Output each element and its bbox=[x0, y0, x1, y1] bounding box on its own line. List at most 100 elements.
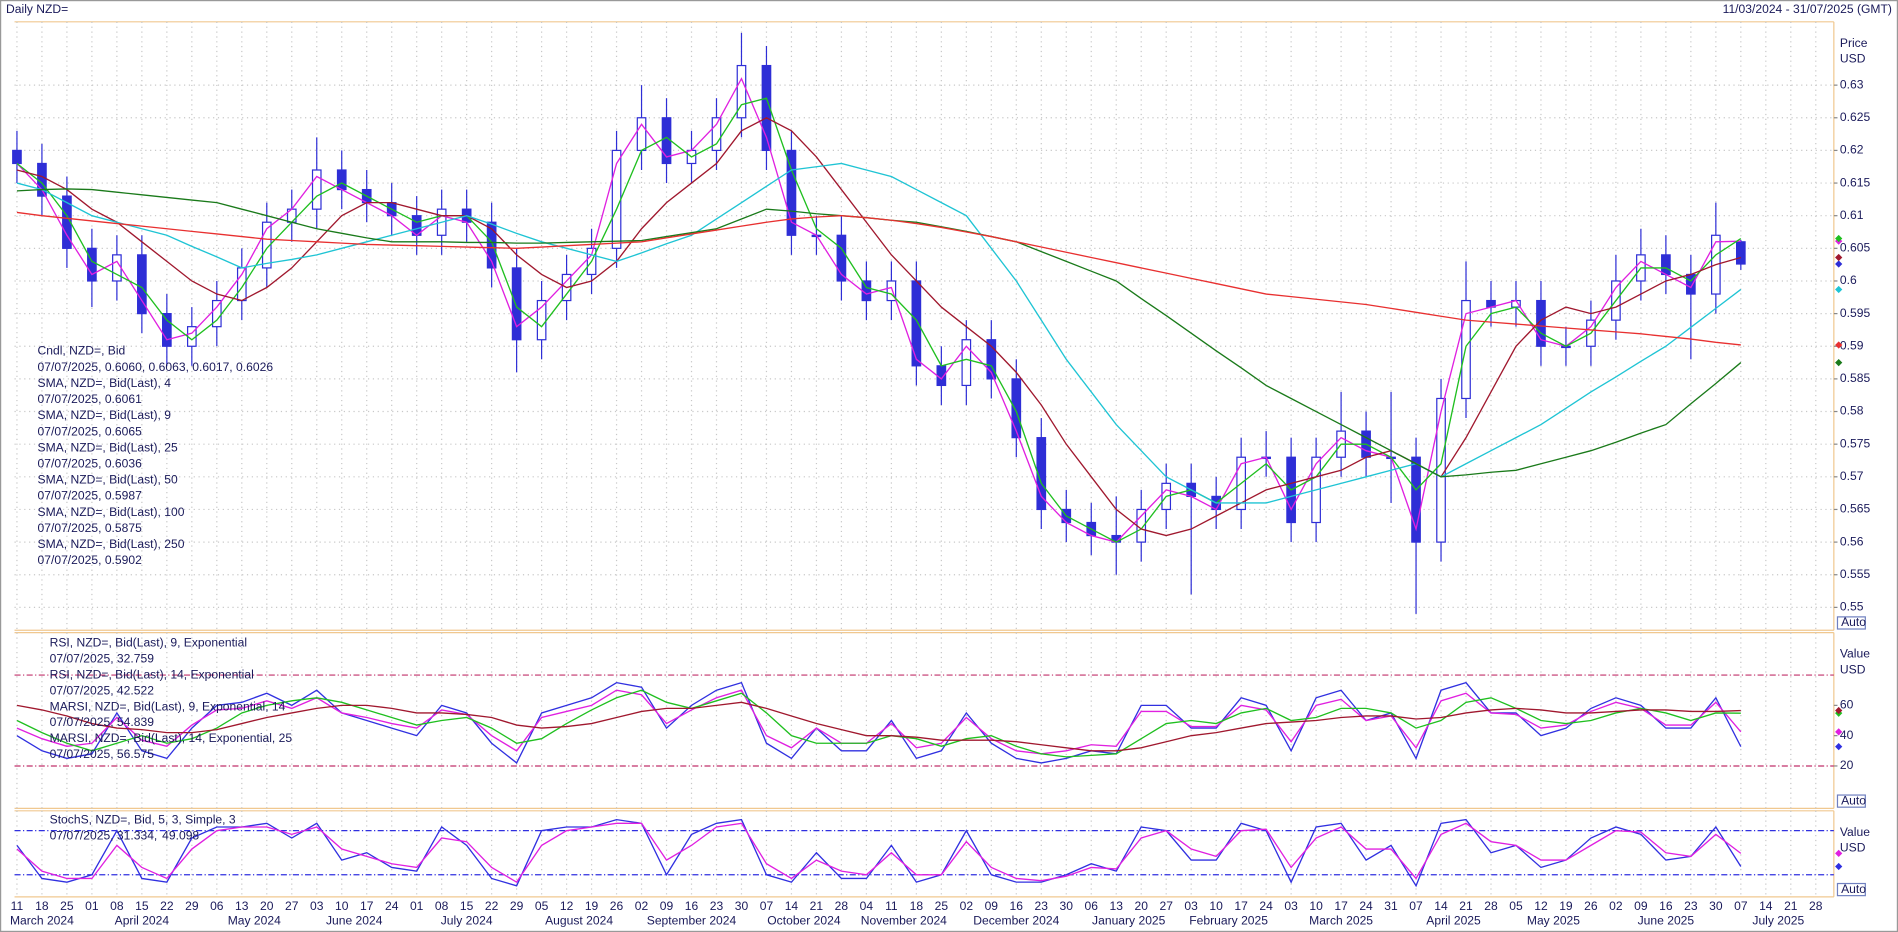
candle-body bbox=[162, 313, 172, 347]
y-tick-label: 0.555 bbox=[1840, 567, 1871, 581]
legend-label: SMA, NZD=, Bid(Last), 250 bbox=[38, 537, 185, 551]
y-tick-label: 0.59 bbox=[1840, 338, 1864, 352]
x-tick-label: 30 bbox=[1709, 899, 1723, 913]
x-tick-label: 10 bbox=[1309, 899, 1323, 913]
x-tick-label: 13 bbox=[235, 899, 249, 913]
series-line bbox=[16, 117, 1742, 537]
x-tick-label: 09 bbox=[660, 899, 674, 913]
scale-button[interactable] bbox=[1836, 616, 1866, 630]
x-tick-label: 02 bbox=[960, 899, 974, 913]
candle-body bbox=[986, 339, 997, 380]
legend-value: 07/07/2025, 42.522 bbox=[50, 683, 155, 697]
month-label: February 2025 bbox=[1189, 913, 1268, 927]
x-tick-label: 21 bbox=[1459, 899, 1473, 913]
legend-label: SMA, NZD=, Bid(Last), 50 bbox=[38, 473, 178, 487]
x-tick-label: 01 bbox=[85, 899, 99, 913]
month-label: December 2024 bbox=[973, 913, 1059, 927]
y-tick-label: 0.595 bbox=[1840, 306, 1871, 320]
candle-body bbox=[711, 117, 722, 152]
x-tick-label: 18 bbox=[35, 899, 49, 913]
x-tick-label: 15 bbox=[460, 899, 474, 913]
legend-value: 07/07/2025, 0.6065 bbox=[38, 424, 143, 438]
candle-body bbox=[336, 169, 347, 191]
legend-label: MARSI, NZD=, Bid(Last), 9, Exponential, … bbox=[50, 699, 286, 713]
month-label: November 2024 bbox=[861, 913, 947, 927]
y-tick-label: 0.58 bbox=[1840, 404, 1864, 418]
x-tick-label: 02 bbox=[635, 899, 649, 913]
x-tick-label: 28 bbox=[1484, 899, 1498, 913]
series-line bbox=[16, 701, 1741, 752]
x-tick-label: 12 bbox=[560, 899, 574, 913]
x-tick-label: 03 bbox=[1284, 899, 1298, 913]
x-tick-label: 25 bbox=[935, 899, 949, 913]
legend-label: RSI, NZD=, Bid(Last), 9, Exponential bbox=[50, 636, 247, 650]
legend-label: Cndl, NZD=, Bid bbox=[38, 344, 126, 358]
x-tick-label: 11 bbox=[885, 899, 898, 913]
legend-value: 49.098 bbox=[162, 828, 199, 842]
candle-body bbox=[961, 339, 972, 387]
y-tick-label: 0.55 bbox=[1840, 600, 1864, 614]
axis-unit: USD bbox=[1840, 841, 1866, 855]
x-tick-label: 09 bbox=[985, 899, 999, 913]
x-tick-label: 06 bbox=[1085, 899, 1099, 913]
x-tick-label: 21 bbox=[810, 899, 824, 913]
x-tick-label: 20 bbox=[1134, 899, 1148, 913]
y-tick-label: 0.63 bbox=[1840, 77, 1864, 91]
x-tick-label: 18 bbox=[910, 899, 924, 913]
axis-unit: USD bbox=[1840, 662, 1866, 676]
x-tick-label: 16 bbox=[1010, 899, 1024, 913]
month-label: June 2024 bbox=[326, 913, 383, 927]
x-tick-label: 23 bbox=[1035, 899, 1049, 913]
candle-body bbox=[836, 234, 847, 282]
x-tick-label: 26 bbox=[1584, 899, 1598, 913]
series-line bbox=[16, 162, 1742, 504]
series-line bbox=[16, 822, 1742, 884]
legend-value: 07/07/2025, 0.5987 bbox=[38, 489, 143, 503]
candle-body bbox=[112, 254, 122, 282]
scale-button[interactable] bbox=[1836, 882, 1866, 897]
x-tick-label: 10 bbox=[335, 899, 349, 913]
candle-body bbox=[911, 280, 922, 367]
legend-label: StochS, NZD=, Bid, 5, 3, Simple, 3 bbox=[50, 813, 236, 827]
x-tick-label: 27 bbox=[1159, 899, 1173, 913]
x-tick-label: 07 bbox=[1409, 899, 1423, 913]
legend-value: 07/07/2025, 0.5875 bbox=[38, 521, 143, 535]
candle-body bbox=[1436, 397, 1446, 543]
scale-button-label[interactable]: Auto bbox=[1841, 615, 1866, 629]
y-tick-label: 40 bbox=[1840, 728, 1854, 742]
month-label: May 2025 bbox=[1527, 913, 1580, 927]
x-tick-label: 29 bbox=[510, 899, 524, 913]
y-tick-label: 0.57 bbox=[1840, 469, 1864, 483]
legend-label: SMA, NZD=, Bid(Last), 9 bbox=[38, 408, 172, 422]
legend-label: SMA, NZD=, Bid(Last), 4 bbox=[38, 376, 172, 390]
last-value-marker bbox=[1835, 341, 1843, 349]
legend-value: 07/07/2025, 32.759 bbox=[50, 652, 155, 666]
scale-button-label[interactable]: Auto bbox=[1841, 793, 1866, 807]
candle-body bbox=[311, 169, 322, 210]
candle-body bbox=[12, 149, 22, 165]
y-tick-label: 0.615 bbox=[1840, 175, 1871, 189]
x-tick-label: 09 bbox=[1634, 899, 1648, 913]
x-tick-label: 28 bbox=[835, 899, 849, 913]
last-value-marker bbox=[1835, 234, 1843, 243]
scale-button[interactable] bbox=[1836, 794, 1866, 808]
candle-body bbox=[761, 64, 772, 152]
month-label: March 2025 bbox=[1309, 913, 1373, 927]
x-tick-label: 16 bbox=[1659, 899, 1673, 913]
legend-label: MARSI, NZD=, Bid(Last), 14, Exponential,… bbox=[50, 731, 293, 745]
x-tick-label: 25 bbox=[60, 899, 74, 913]
x-tick-label: 11 bbox=[11, 899, 24, 913]
axis-unit: USD bbox=[1840, 52, 1866, 66]
scale-button-label[interactable]: Auto bbox=[1841, 882, 1866, 896]
x-tick-label: 10 bbox=[1209, 899, 1223, 913]
candle-body bbox=[87, 247, 97, 282]
candle-body bbox=[1461, 299, 1471, 400]
month-label: October 2024 bbox=[767, 913, 841, 927]
y-tick-label: 0.585 bbox=[1840, 371, 1871, 385]
legend-value: 07/07/2025, 31.334, bbox=[50, 828, 158, 842]
x-tick-label: 31 bbox=[1384, 899, 1398, 913]
month-label: April 2025 bbox=[1426, 913, 1481, 927]
x-tick-label: 05 bbox=[535, 899, 549, 913]
legend-label: SMA, NZD=, Bid(Last), 25 bbox=[38, 440, 178, 454]
